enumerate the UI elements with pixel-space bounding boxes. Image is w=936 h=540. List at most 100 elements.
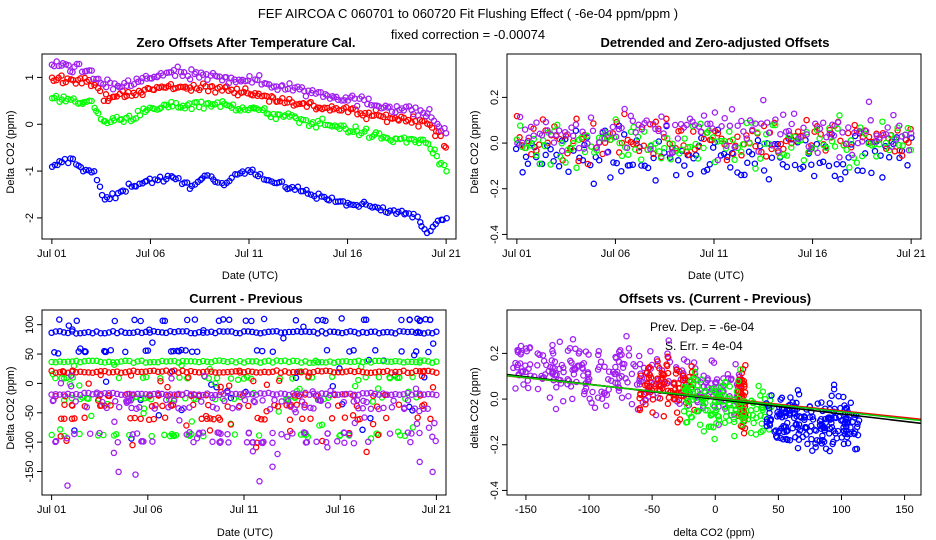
data-point-purple <box>738 117 745 125</box>
data-point-red <box>382 111 390 118</box>
data-point-purple <box>153 73 161 81</box>
data-point-red <box>363 369 371 376</box>
data-point-purple <box>568 124 575 131</box>
data-point-purple <box>286 402 293 410</box>
data-point-purple <box>581 387 588 395</box>
data-point-red <box>64 75 71 82</box>
data-point-blue <box>156 173 164 181</box>
data-point-blue <box>822 445 830 452</box>
data-point-blue <box>512 145 520 153</box>
data-point-blue <box>384 328 391 336</box>
data-point-blue <box>819 432 826 440</box>
data-point-blue <box>117 328 125 335</box>
data-point-green <box>753 405 760 413</box>
data-point-red <box>641 381 649 389</box>
data-point-blue <box>425 348 432 356</box>
data-point-red <box>77 368 84 375</box>
data-point-green <box>113 431 120 438</box>
data-point-red <box>328 415 336 422</box>
data-point-blue <box>780 428 788 436</box>
data-point-red <box>98 402 105 409</box>
data-point-purple <box>559 397 567 405</box>
data-point-green <box>644 146 652 154</box>
data-point-purple <box>318 390 326 397</box>
data-point-purple <box>727 376 735 384</box>
data-point-purple <box>388 108 396 115</box>
data-point-red <box>649 396 657 403</box>
data-point-blue <box>244 328 252 335</box>
data-point-red <box>152 401 159 409</box>
data-point-purple <box>390 397 397 405</box>
data-point-red <box>788 140 795 147</box>
data-point-purple <box>812 120 819 127</box>
data-point-red <box>374 431 382 439</box>
data-point-red <box>383 118 391 126</box>
data-point-purple <box>683 358 691 365</box>
data-point-blue <box>408 328 416 335</box>
data-point-blue <box>119 187 127 194</box>
data-point-blue <box>795 421 803 428</box>
data-point-red <box>142 368 150 375</box>
data-point-purple <box>432 437 439 445</box>
data-point-blue <box>280 334 287 342</box>
data-point-red <box>127 372 135 379</box>
data-point-blue <box>672 171 680 179</box>
data-point-green <box>757 155 764 162</box>
data-point-red <box>664 400 672 408</box>
data-point-blue <box>417 218 424 226</box>
data-point-blue <box>633 137 640 144</box>
data-point-blue <box>638 162 645 169</box>
data-point-blue <box>201 172 208 180</box>
data-point-purple <box>740 128 747 135</box>
data-point-purple <box>871 138 879 146</box>
data-point-purple <box>71 430 78 438</box>
data-point-red <box>633 140 640 147</box>
data-point-red <box>672 144 679 152</box>
data-point-purple <box>534 385 542 393</box>
data-point-purple <box>597 358 605 365</box>
data-point-green <box>694 155 702 162</box>
data-point-blue <box>400 328 407 335</box>
data-point-green <box>188 418 196 425</box>
data-point-green <box>227 375 235 382</box>
data-point-blue <box>51 349 58 356</box>
data-point-blue <box>112 194 119 202</box>
data-point-blue <box>138 329 145 337</box>
data-point-purple <box>565 377 573 384</box>
data-point-purple <box>158 390 166 398</box>
data-point-blue <box>126 329 133 337</box>
data-point-blue <box>303 186 310 194</box>
data-point-green <box>625 151 632 158</box>
data-point-blue <box>825 162 833 170</box>
data-point-green <box>834 125 841 132</box>
data-point-red <box>298 415 306 423</box>
data-point-purple <box>724 370 732 378</box>
data-point-green <box>229 101 237 108</box>
data-point-green <box>616 139 623 147</box>
data-point-purple <box>632 129 639 136</box>
data-point-purple <box>734 122 741 129</box>
data-point-purple <box>388 404 396 411</box>
data-point-green <box>694 382 701 389</box>
data-point-red <box>302 368 309 375</box>
data-point-green <box>347 358 354 366</box>
data-point-purple <box>388 391 395 399</box>
data-point-red <box>208 368 215 375</box>
data-point-green <box>899 142 906 149</box>
data-point-red <box>637 372 645 379</box>
data-point-purple <box>416 407 423 415</box>
data-point-purple <box>749 126 756 133</box>
data-point-purple <box>774 147 782 154</box>
data-point-purple <box>579 128 586 135</box>
data-point-blue <box>572 127 580 134</box>
data-point-purple <box>632 363 639 370</box>
data-point-purple <box>677 120 685 128</box>
data-point-green <box>836 112 843 119</box>
data-point-green <box>714 412 722 420</box>
data-point-red <box>215 414 222 421</box>
data-point-blue <box>77 329 84 337</box>
data-point-green <box>228 357 235 365</box>
x-tick-label: Jul 01 <box>37 248 66 260</box>
data-point-blue <box>193 348 201 355</box>
data-point-blue <box>183 179 191 186</box>
